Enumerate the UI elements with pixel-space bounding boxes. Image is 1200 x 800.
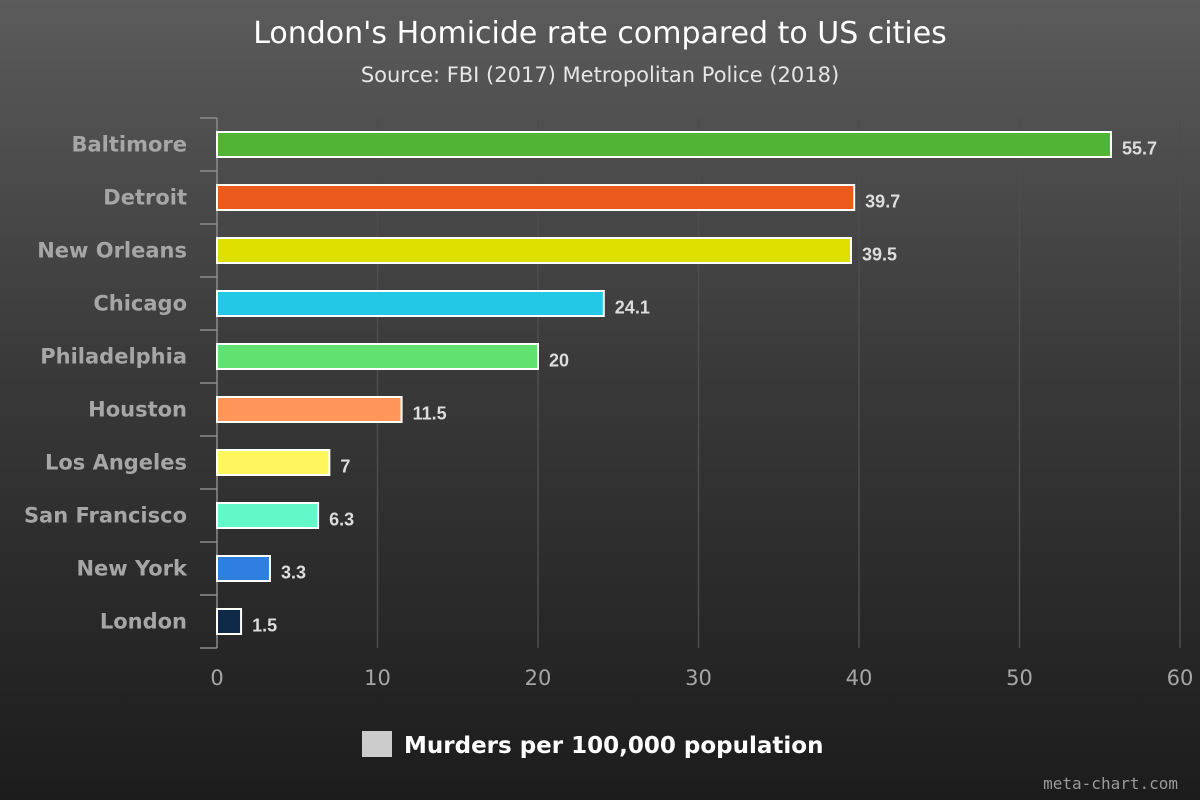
watermark: meta-chart.com xyxy=(1043,774,1178,793)
x-tick-label: 60 xyxy=(1167,666,1194,690)
bar[interactable] xyxy=(216,608,243,635)
bar[interactable] xyxy=(216,184,856,211)
chart-title: London's Homicide rate compared to US ci… xyxy=(253,16,947,51)
category-label: Philadelphia xyxy=(40,345,187,369)
category-label: London xyxy=(100,610,187,634)
axes xyxy=(200,117,218,649)
bar[interactable] xyxy=(216,396,403,423)
category-label: Los Angeles xyxy=(45,451,187,475)
category-label: New York xyxy=(76,557,188,581)
data-label: 11.5 xyxy=(413,404,447,424)
x-tick-label: 40 xyxy=(846,666,873,690)
data-label: 3.3 xyxy=(281,563,306,583)
x-tick-label: 0 xyxy=(210,666,223,690)
legend-swatch[interactable] xyxy=(362,731,392,757)
data-label: 7 xyxy=(340,457,350,477)
bar[interactable] xyxy=(216,290,605,317)
bar[interactable] xyxy=(216,449,331,476)
data-label: 39.5 xyxy=(862,245,897,265)
labels: 0 10 20 30 40 50 60 Baltimore 55.7 Detroit 39.7 New… xyxy=(24,133,1193,691)
category-label: Houston xyxy=(88,398,187,422)
data-label: 24.1 xyxy=(615,298,650,318)
x-tick-label: 30 xyxy=(685,666,712,690)
legend[interactable]: Murders per 100,000 population xyxy=(362,731,823,759)
bar[interactable] xyxy=(216,555,271,582)
data-label: 20 xyxy=(549,351,569,371)
legend-label[interactable]: Murders per 100,000 population xyxy=(404,733,823,759)
category-label: San Francisco xyxy=(24,504,187,528)
category-label: New Orleans xyxy=(37,239,187,263)
x-tick-label: 50 xyxy=(1006,666,1033,690)
bar[interactable] xyxy=(216,131,1112,158)
category-label: Detroit xyxy=(103,186,187,210)
data-label: 55.7 xyxy=(1122,139,1157,159)
category-label: Chicago xyxy=(93,292,187,316)
x-tick-label: 20 xyxy=(525,666,552,690)
bar[interactable] xyxy=(216,343,539,370)
x-tick-label: 10 xyxy=(364,666,391,690)
data-label: 6.3 xyxy=(329,510,354,530)
chart-subtitle: Source: FBI (2017) Metropolitan Police (… xyxy=(361,63,839,87)
category-label: Baltimore xyxy=(71,133,187,157)
bar[interactable] xyxy=(216,502,320,529)
data-label: 39.7 xyxy=(865,192,900,212)
bar[interactable] xyxy=(216,237,852,264)
bars xyxy=(216,131,1112,635)
data-label: 1.5 xyxy=(252,616,277,636)
